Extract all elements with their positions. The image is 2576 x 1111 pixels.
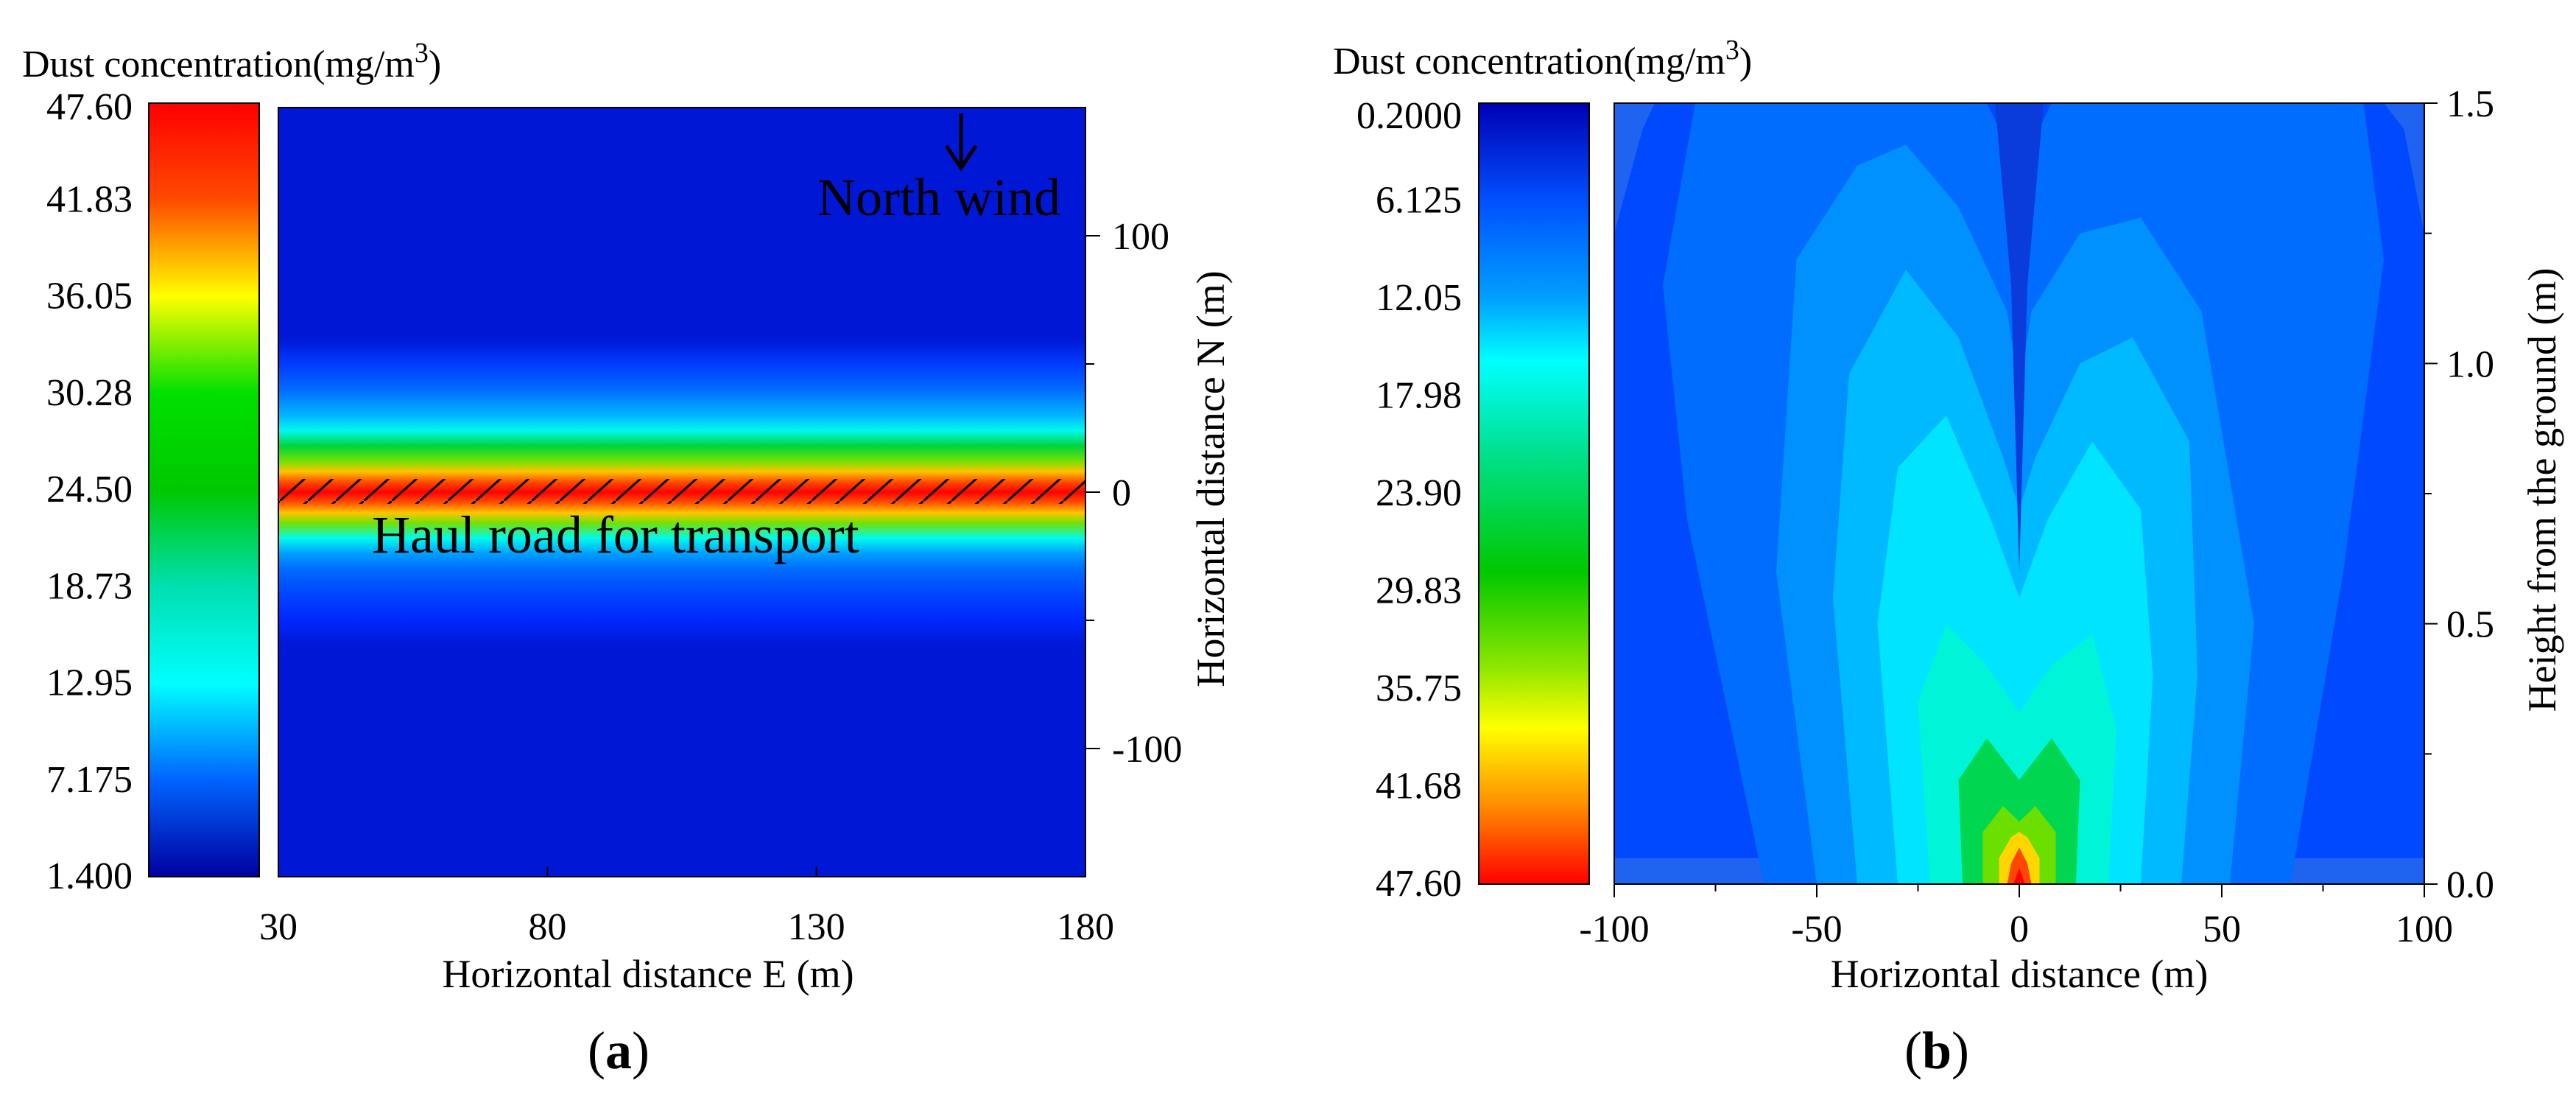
colorbar-b-tick-label: 41.68	[1376, 765, 1462, 807]
colorbar-b-ticks: 0.2000 6.125 12.05 17.98 23.90 29.83 35.75 41.6…	[1356, 95, 1462, 905]
colorbar-a-tick-label: 36.05	[46, 276, 133, 318]
colorbar-a-tick-label: 30.28	[46, 372, 133, 414]
y-tick-label-b: 1.0	[2446, 343, 2494, 385]
y-tick-label-a: 100	[1112, 216, 1169, 258]
x-tick-label-a: 30	[259, 906, 298, 948]
colorbar-a-tick-label: 7.175	[46, 759, 133, 801]
y-tick-label-b: 0.0	[2446, 864, 2494, 906]
colorbar-b-tick-label: 23.90	[1376, 472, 1462, 514]
colorbar-a-tick-label: 47.60	[46, 86, 133, 128]
y-axis-b-title: Height from the ground (m)	[2520, 268, 2564, 712]
y-axis-a-title: Horizontal distance N (m)	[1189, 270, 1233, 687]
y-tick-label-b: 1.5	[2446, 83, 2494, 125]
colorbar-a-tick-label: 1.400	[46, 855, 133, 897]
x-axis-b-title: Horizontal distance (m)	[1831, 952, 2209, 996]
x-tick-label-a: 80	[528, 906, 566, 948]
colorbar-a-tick-label: 12.95	[46, 662, 133, 704]
panel-a: Dust concentration(mg/m3) 47.60 41.83 36.0…	[22, 38, 1233, 1080]
colorbar-b-title: Dust concentration(mg/m3)	[1333, 35, 1752, 83]
panel-b-label: (b)	[1904, 1021, 1969, 1080]
contour-notch	[1995, 103, 2044, 572]
colorbar-b-tick-label: 6.125	[1376, 180, 1462, 222]
haul-road	[278, 479, 1085, 504]
contour-band	[2007, 847, 2032, 884]
haul-road-label: Haul road for transport	[372, 505, 859, 564]
colorbar-b-tick-label: 47.60	[1376, 863, 1462, 905]
x-axis-a: 30 80 130 180	[259, 866, 1114, 948]
x-tick-label-b: -100	[1579, 908, 1649, 950]
colorbar-a-tick-label: 41.83	[46, 178, 133, 220]
x-axis-b: -100 -50 0 50 100	[1579, 884, 2453, 950]
colorbar-b-tick-label: 0.2000	[1356, 95, 1462, 137]
x-tick-label-b: 100	[2396, 908, 2453, 950]
y-tick-label-a: 0	[1112, 472, 1131, 514]
colorbar-a-ticks: 47.60 41.83 36.05 30.28 24.50 18.73 12.95 7.175…	[46, 86, 133, 897]
colorbar-a	[148, 102, 260, 877]
colorbar-b	[1478, 102, 1590, 885]
y-axis-a: 100 0 -100	[1085, 216, 1182, 771]
colorbar-b-tick-label: 35.75	[1376, 667, 1462, 709]
y-tick-label-a: -100	[1112, 729, 1182, 771]
colorbar-a-title: Dust concentration(mg/m3)	[22, 38, 441, 85]
x-tick-label-b: -50	[1791, 908, 1842, 950]
colorbar-a-tick-label: 18.73	[46, 565, 133, 607]
panel-a-label: (a)	[588, 1021, 650, 1080]
colorbar-b-tick-label: 12.05	[1376, 277, 1462, 319]
north-wind-arrow-icon	[944, 113, 978, 172]
y-tick-label-b: 0.5	[2446, 604, 2494, 646]
y-axis-b: 0.0 0.5 1.0 1.5	[2424, 83, 2494, 906]
north-wind-label: North wind	[817, 168, 1060, 227]
colorbar-b-tick-label: 29.83	[1376, 570, 1462, 612]
x-tick-label-b: 50	[2203, 908, 2241, 950]
x-tick-label-a: 130	[788, 906, 845, 948]
contour-band	[2013, 868, 2026, 884]
x-tick-label-b: 0	[2010, 908, 2029, 950]
colorbar-b-tick-label: 17.98	[1376, 375, 1462, 417]
x-tick-label-a: 180	[1057, 906, 1114, 948]
x-axis-a-title: Horizontal distance E (m)	[442, 952, 854, 996]
colorbar-a-tick-label: 24.50	[46, 469, 133, 511]
heatmap-b-contours	[1614, 103, 2424, 884]
panel-b: Dust concentration(mg/m3) 0.2000 6.125 12.…	[1333, 35, 2564, 1080]
